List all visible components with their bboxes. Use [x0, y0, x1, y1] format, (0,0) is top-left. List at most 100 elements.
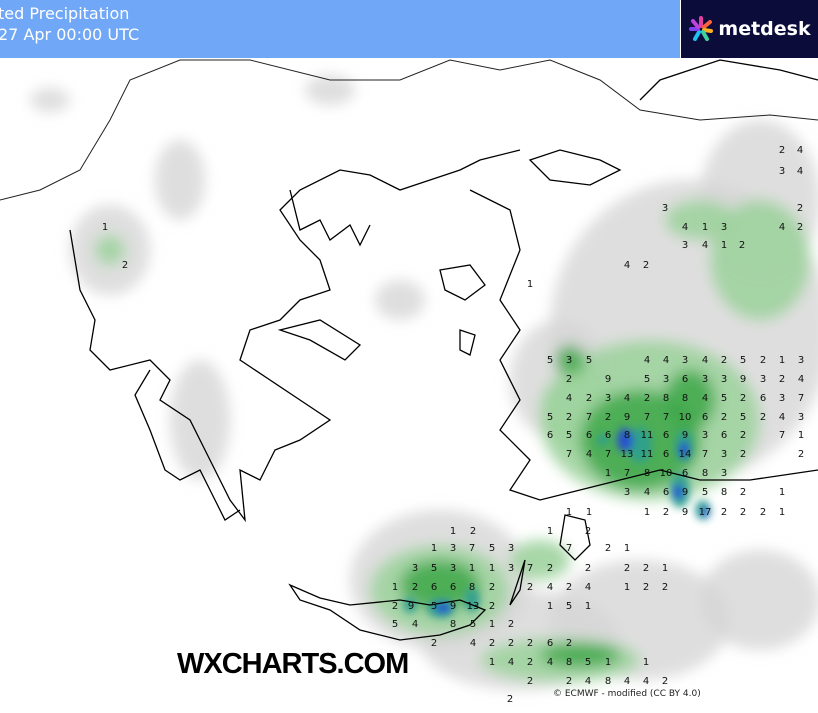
precip-value-label: 2: [508, 619, 514, 630]
precip-value-label: 2: [740, 393, 746, 404]
precip-light-area: [305, 75, 355, 105]
precip-value-label: 3: [702, 374, 708, 385]
precip-value-label: 1: [547, 601, 553, 612]
precip-value-label: 8: [450, 619, 456, 630]
precip-value-label: 4: [702, 240, 708, 251]
precip-value-label: 9: [682, 430, 688, 441]
precip-light-area: [155, 140, 205, 220]
crete-coast: [288, 583, 487, 641]
precip-value-label: 9: [450, 601, 456, 612]
precip-value-label: 3: [682, 355, 688, 366]
precip-value-label: 7: [798, 393, 804, 404]
precip-heavy-core: [617, 428, 633, 452]
precip-value-label: 14: [679, 449, 692, 460]
precip-value-label: 1: [527, 279, 533, 290]
precip-value-label: 6: [450, 582, 456, 593]
precip-value-label: 5: [585, 657, 591, 668]
precip-value-label: 11: [641, 430, 654, 441]
precip-low-area: [710, 200, 810, 320]
precip-value-label: 4: [682, 222, 688, 233]
precip-value-label: 4: [547, 582, 553, 593]
precip-value-label: 5: [644, 374, 650, 385]
precip-value-label: 2: [643, 582, 649, 593]
precip-value-label: 2: [797, 222, 803, 233]
precip-value-label: 3: [662, 203, 668, 214]
precip-value-label: 3: [721, 374, 727, 385]
precip-value-label: 2: [797, 203, 803, 214]
precipitation-cores: [403, 427, 711, 618]
precip-value-label: 6: [547, 430, 553, 441]
precip-value-label: 2: [508, 638, 514, 649]
precip-heavy-core: [435, 603, 451, 613]
precip-value-label: 1: [489, 563, 495, 574]
precip-moderate-area: [555, 345, 585, 375]
precip-value-label: 2: [740, 430, 746, 441]
precip-value-label: 6: [663, 487, 669, 498]
precip-value-label: 2: [760, 412, 766, 423]
precip-value-label: 2: [643, 563, 649, 574]
precip-value-label: 9: [682, 487, 688, 498]
precip-value-label: 2: [740, 449, 746, 460]
precip-value-label: 5: [547, 355, 553, 366]
precip-value-label: 9: [682, 507, 688, 518]
precip-value-label: 2: [585, 526, 591, 537]
karpathos-coast: [509, 559, 526, 606]
precip-value-label: 3: [412, 563, 418, 574]
metdesk-logo: metdesk: [681, 0, 818, 58]
precip-light-area: [30, 88, 70, 112]
precip-value-label: 5: [566, 430, 572, 441]
precip-value-label: 9: [624, 412, 630, 423]
precip-value-label: 1: [450, 526, 456, 537]
precip-value-label: 10: [679, 412, 692, 423]
precip-value-label: 8: [605, 676, 611, 687]
precip-value-label: 4: [547, 657, 553, 668]
precip-value-label: 5: [740, 412, 746, 423]
precip-value-label: 2: [644, 393, 650, 404]
precip-value-label: 2: [566, 374, 572, 385]
precip-value-label: 3: [779, 166, 785, 177]
precip-value-label: 2: [605, 412, 611, 423]
euboea-coast: [277, 319, 362, 361]
precip-low-area: [95, 235, 125, 265]
precip-value-label: 1: [779, 487, 785, 498]
precip-value-label: 7: [605, 449, 611, 460]
precip-value-label: 6: [663, 430, 669, 441]
precip-value-label: 8: [663, 393, 669, 404]
precip-value-label: 4: [624, 260, 630, 271]
precip-value-label: 4: [585, 676, 591, 687]
precip-value-label: 17: [699, 507, 712, 518]
precip-value-label: 2: [798, 449, 804, 460]
precip-value-label: 2: [739, 240, 745, 251]
precip-value-label: 5: [470, 619, 476, 630]
precip-value-label: 4: [702, 355, 708, 366]
precip-value-label: 4: [586, 449, 592, 460]
precip-value-label: 2: [721, 412, 727, 423]
precip-value-label: 3: [702, 430, 708, 441]
precip-value-label: 1: [392, 582, 398, 593]
precip-value-label: 2: [527, 638, 533, 649]
peloponnese-coast: [134, 369, 241, 521]
precip-value-label: 2: [527, 676, 533, 687]
greece-mainland-coast: [69, 149, 521, 523]
precip-value-label: 7: [644, 412, 650, 423]
precip-value-label: 1: [644, 507, 650, 518]
precip-value-label: 2: [760, 507, 766, 518]
precip-value-label: 2: [122, 260, 128, 271]
precip-value-label: 2: [760, 355, 766, 366]
precip-value-label: 4: [797, 145, 803, 156]
precip-moderate-area: [400, 560, 480, 610]
precip-value-label: 1: [566, 507, 572, 518]
title-line-1: ted Precipitation: [0, 4, 130, 23]
precip-value-label: 1: [469, 563, 475, 574]
precip-value-label: 3: [450, 543, 456, 554]
precip-value-label: 2: [721, 355, 727, 366]
precip-value-label: 2: [489, 582, 495, 593]
precip-low-area: [510, 540, 570, 580]
precip-value-label: 5: [702, 487, 708, 498]
precip-value-label: 3: [663, 374, 669, 385]
chart-header: ted Precipitation 27 Apr 00:00 UTC: [0, 0, 680, 58]
precip-value-label: 4: [797, 166, 803, 177]
metdesk-starburst-icon: [689, 16, 714, 41]
precip-value-label: 4: [470, 638, 476, 649]
precip-value-label: 4: [702, 393, 708, 404]
